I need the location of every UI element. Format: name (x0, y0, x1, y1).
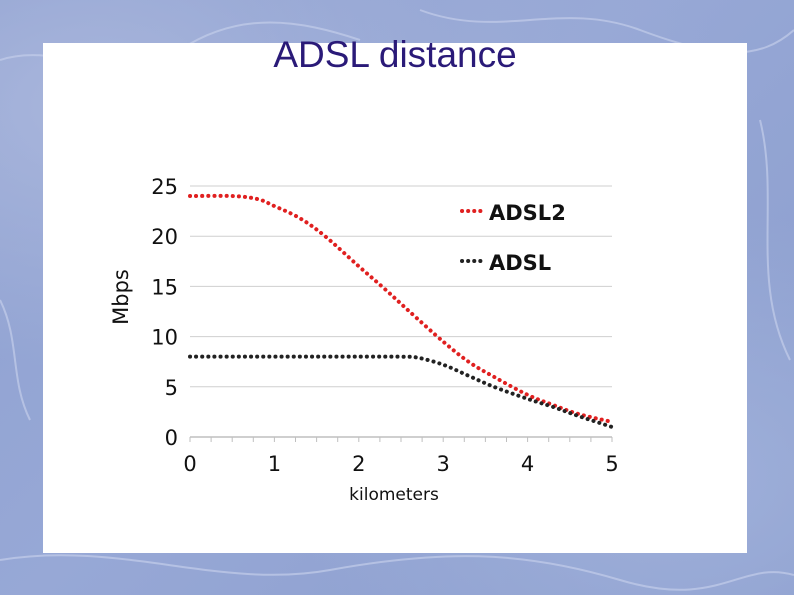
y-tick-label: 15 (151, 275, 178, 299)
x-tick-label: 0 (183, 452, 196, 476)
y-tick-label: 25 (151, 175, 178, 199)
chart-axes (189, 436, 613, 442)
series-line-adsl2 (188, 193, 614, 424)
series-lines (188, 193, 614, 429)
x-tick-label: 4 (521, 452, 534, 476)
x-tick-label: 1 (268, 452, 281, 476)
y-tick-label: 0 (165, 426, 178, 450)
y-tick-label: 20 (151, 225, 178, 249)
x-tick-label: 5 (605, 452, 618, 476)
y-tick-label: 5 (165, 376, 178, 400)
y-tick-label: 10 (151, 326, 178, 350)
legend-label-adsl2: ADSL2 (489, 201, 566, 225)
tick-labels: 0 5 10 15 20 25 0 1 2 3 4 5 kilometers Mbps (109, 175, 619, 505)
x-axis-title: kilometers (349, 485, 439, 505)
grid-lines (190, 185, 612, 388)
series-line-adsl (188, 354, 614, 429)
slide-title: ADSL distance (273, 34, 517, 75)
x-tick-label: 2 (352, 452, 365, 476)
x-tick-label: 3 (437, 452, 450, 476)
y-axis-title: Mbps (109, 269, 133, 325)
chart-legend: ADSL2 ADSL (460, 201, 566, 275)
legend-label-adsl: ADSL (489, 251, 551, 275)
